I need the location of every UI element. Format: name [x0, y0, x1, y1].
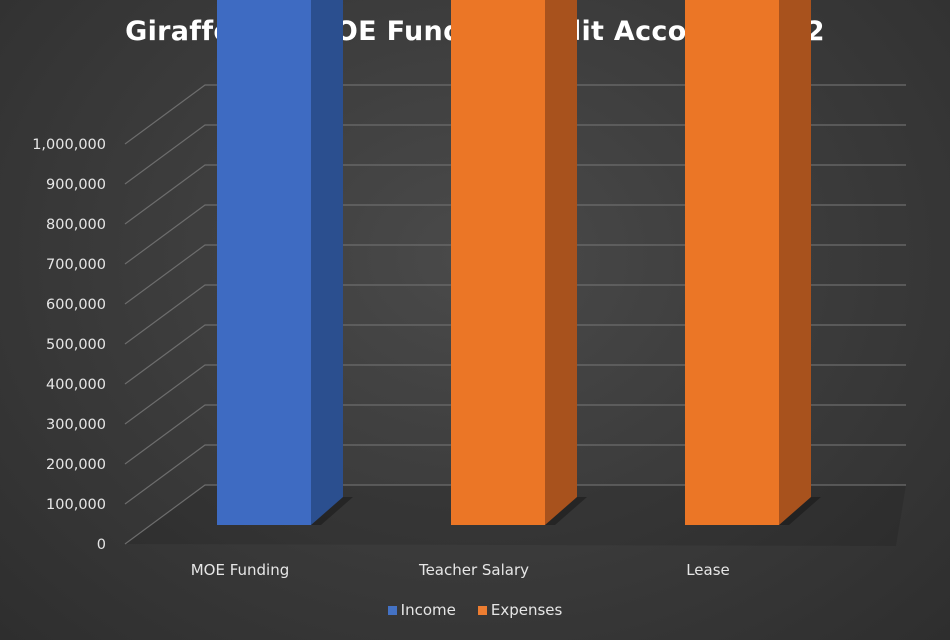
bars — [217, 0, 821, 525]
y-tick-label: 300,000 — [46, 417, 106, 433]
x-tick-label: Teacher Salary — [418, 561, 529, 579]
legend-item-expenses: Expenses — [477, 601, 563, 619]
gridline — [124, 444, 906, 505]
x-axis-ticks: MOE Funding Teacher Salary Lease — [191, 561, 730, 579]
y-tick-label: 400,000 — [46, 377, 106, 393]
gridline — [124, 244, 906, 305]
bar-front — [685, 0, 779, 525]
y-tick-label: 500,000 — [46, 337, 106, 353]
y-tick-label: 700,000 — [46, 257, 106, 273]
gridline — [124, 404, 906, 465]
x-tick-label: Lease — [686, 561, 730, 579]
y-tick-label: 100,000 — [46, 497, 106, 513]
legend-label: Income — [400, 601, 456, 619]
gridline — [124, 164, 906, 225]
y-tick-label: 0 — [97, 537, 106, 553]
y-axis-ticks: 0 100,000 200,000 300,000 400,000 500,000 600,… — [32, 137, 106, 553]
legend-item-income: Income — [387, 601, 456, 619]
legend-swatch — [477, 605, 487, 615]
gridline — [124, 284, 906, 345]
y-tick-label: 800,000 — [46, 217, 106, 233]
y-tick-label: 1,000,000 — [32, 137, 106, 153]
legend: Income Expenses — [0, 601, 950, 619]
bar-expenses-1 — [451, 0, 587, 525]
gridline — [124, 124, 906, 185]
bar-income-0 — [217, 0, 353, 525]
gridline — [124, 324, 906, 385]
bar-side — [545, 0, 577, 525]
bar-front — [217, 0, 311, 525]
bar-expenses-2 — [685, 0, 821, 525]
gridline — [124, 364, 906, 425]
gridline — [124, 484, 906, 545]
legend-label: Expenses — [490, 601, 563, 619]
bar-side — [311, 0, 343, 525]
y-tick-label: 600,000 — [46, 297, 106, 313]
x-tick-label: MOE Funding — [191, 561, 290, 579]
gridline — [124, 204, 906, 265]
y-tick-label: 200,000 — [46, 457, 106, 473]
bar-front — [451, 0, 545, 525]
gridline — [124, 84, 906, 145]
bar-side — [779, 0, 811, 525]
gridlines — [124, 84, 906, 545]
legend-swatch — [387, 605, 397, 615]
y-tick-label: 900,000 — [46, 177, 106, 193]
